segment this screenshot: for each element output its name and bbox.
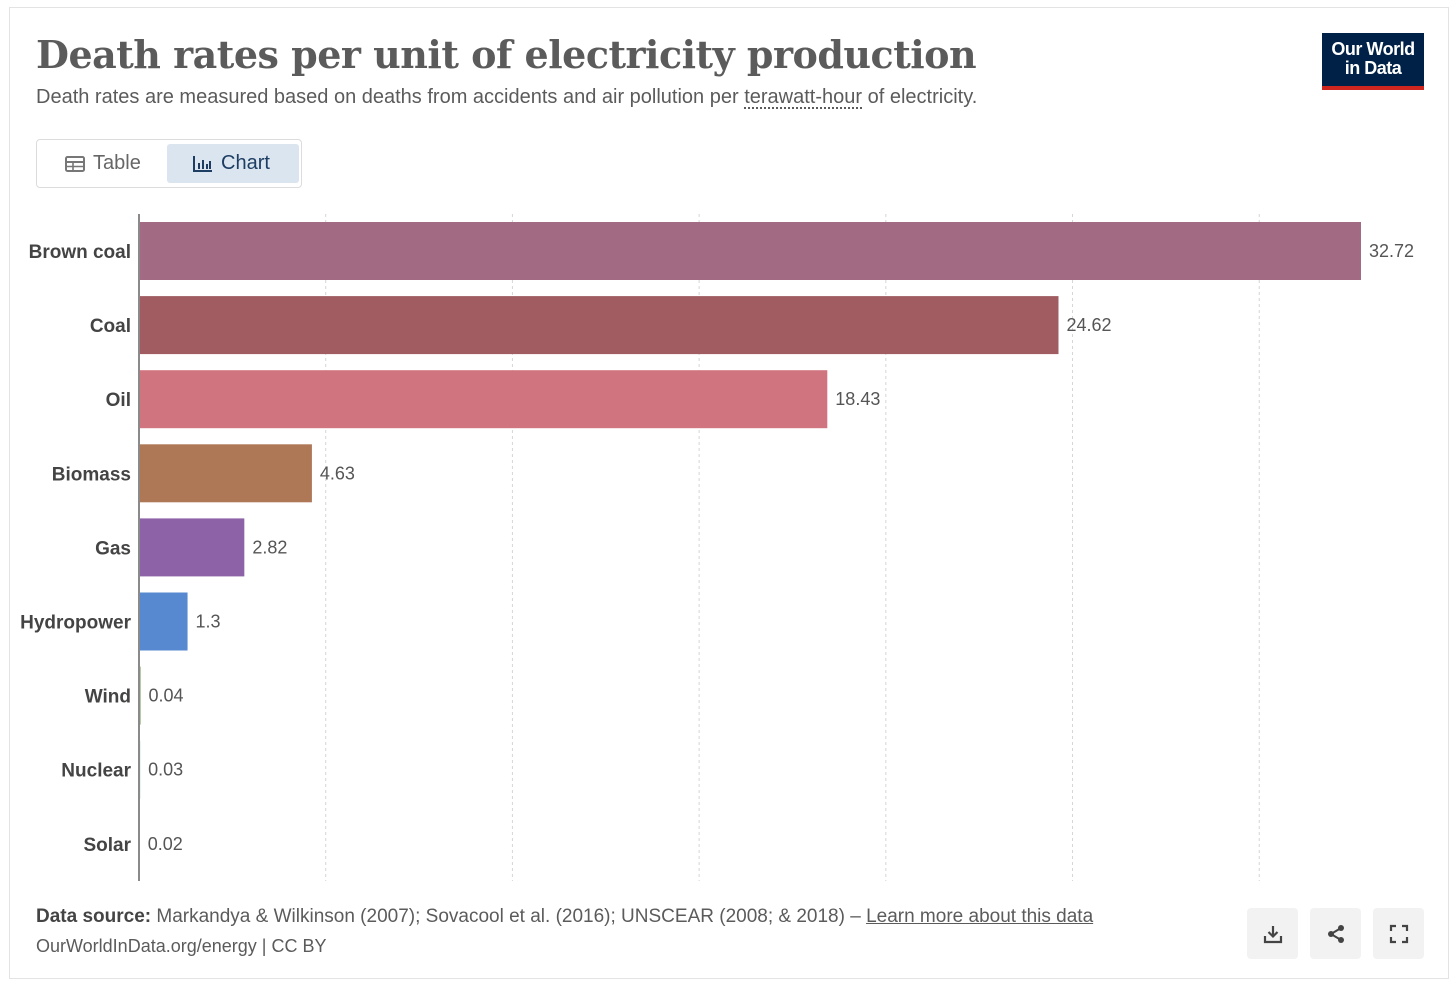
logo-line-1: Our World — [1331, 39, 1415, 59]
value-label: 1.3 — [196, 612, 221, 632]
value-label: 4.63 — [320, 463, 355, 483]
tab-table-label: Table — [93, 152, 141, 174]
share-button[interactable] — [1310, 908, 1361, 959]
category-label: Coal — [90, 316, 131, 337]
tab-chart[interactable]: Chart — [167, 144, 299, 183]
download-button[interactable] — [1247, 908, 1298, 959]
value-label: 0.03 — [148, 760, 183, 780]
category-label: Oil — [106, 390, 131, 411]
download-icon — [1263, 925, 1282, 943]
subtitle-term-link[interactable]: terawatt-hour — [744, 86, 863, 108]
bar[interactable] — [139, 296, 1059, 355]
view-tabs: Table Chart — [36, 139, 302, 188]
bar[interactable] — [139, 444, 312, 503]
fullscreen-icon — [1389, 924, 1408, 943]
bar[interactable] — [139, 518, 245, 577]
bar[interactable] — [139, 370, 828, 429]
value-label: 2.82 — [252, 537, 287, 557]
bar[interactable] — [139, 222, 1361, 280]
chart-frame — [9, 7, 1449, 979]
value-label: 24.62 — [1066, 315, 1111, 335]
tab-table[interactable]: Table — [41, 144, 167, 183]
data-source: Data source: Markandya & Wilkinson (2007… — [36, 906, 1093, 928]
category-label: Wind — [85, 687, 131, 708]
source-url[interactable]: OurWorldInData.org/energy | CC BY — [36, 936, 327, 956]
value-label: 0.02 — [148, 834, 183, 854]
subtitle-text-before: Death rates are measured based on deaths… — [36, 86, 745, 108]
value-label: 18.43 — [835, 389, 880, 409]
chart-subtitle: Death rates are measured based on deaths… — [36, 86, 977, 109]
bar-chart-icon — [193, 156, 212, 172]
fullscreen-button[interactable] — [1373, 908, 1424, 959]
value-label: 32.72 — [1369, 241, 1414, 261]
category-label: Nuclear — [61, 761, 131, 782]
category-label: Gas — [95, 538, 131, 559]
data-source-label: Data source: — [36, 906, 152, 927]
category-label: Solar — [83, 835, 131, 856]
subtitle-text-after: of electricity. — [862, 86, 978, 108]
owid-logo[interactable]: Our World in Data — [1322, 33, 1424, 90]
share-icon — [1327, 924, 1344, 943]
category-label: Biomass — [52, 464, 131, 485]
table-icon — [65, 155, 85, 172]
tab-chart-label: Chart — [221, 152, 270, 174]
bar[interactable] — [139, 592, 188, 651]
data-source-text: Markandya & Wilkinson (2007); Sovacool e… — [151, 906, 867, 927]
chart-title: Death rates per unit of electricity prod… — [36, 32, 977, 77]
value-label: 0.04 — [148, 686, 183, 706]
learn-more-link[interactable]: Learn more about this data — [866, 906, 1094, 927]
category-label: Brown coal — [29, 242, 131, 263]
category-label: Hydropower — [20, 613, 131, 634]
logo-line-2: in Data — [1344, 58, 1402, 78]
